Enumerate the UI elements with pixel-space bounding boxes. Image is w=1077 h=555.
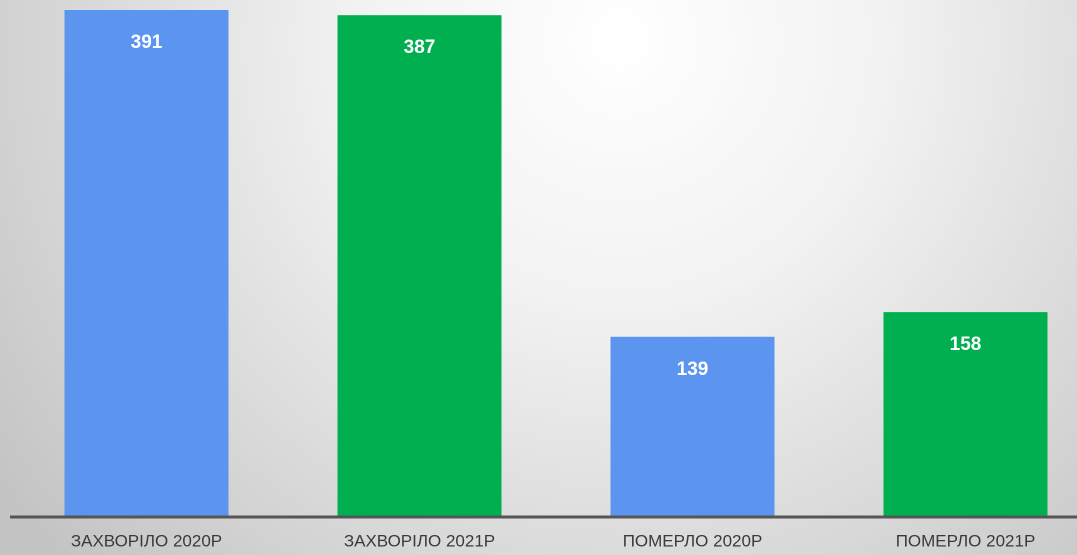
bar: [610, 336, 775, 517]
data-label: 139: [677, 359, 709, 380]
x-tick-label: ЗАХВОРІЛО 2021Р: [344, 531, 495, 550]
x-tick-label: ПОМЕРЛО 2020Р: [623, 531, 763, 550]
data-label: 391: [131, 32, 163, 53]
data-label: 158: [950, 334, 982, 355]
data-label: 387: [404, 37, 436, 58]
x-tick-label: ПОМЕРЛО 2021Р: [896, 531, 1036, 550]
bar: [883, 312, 1048, 517]
bar: [337, 15, 502, 517]
bar: [64, 10, 229, 517]
x-tick-label: ЗАХВОРІЛО 2020Р: [71, 531, 222, 550]
